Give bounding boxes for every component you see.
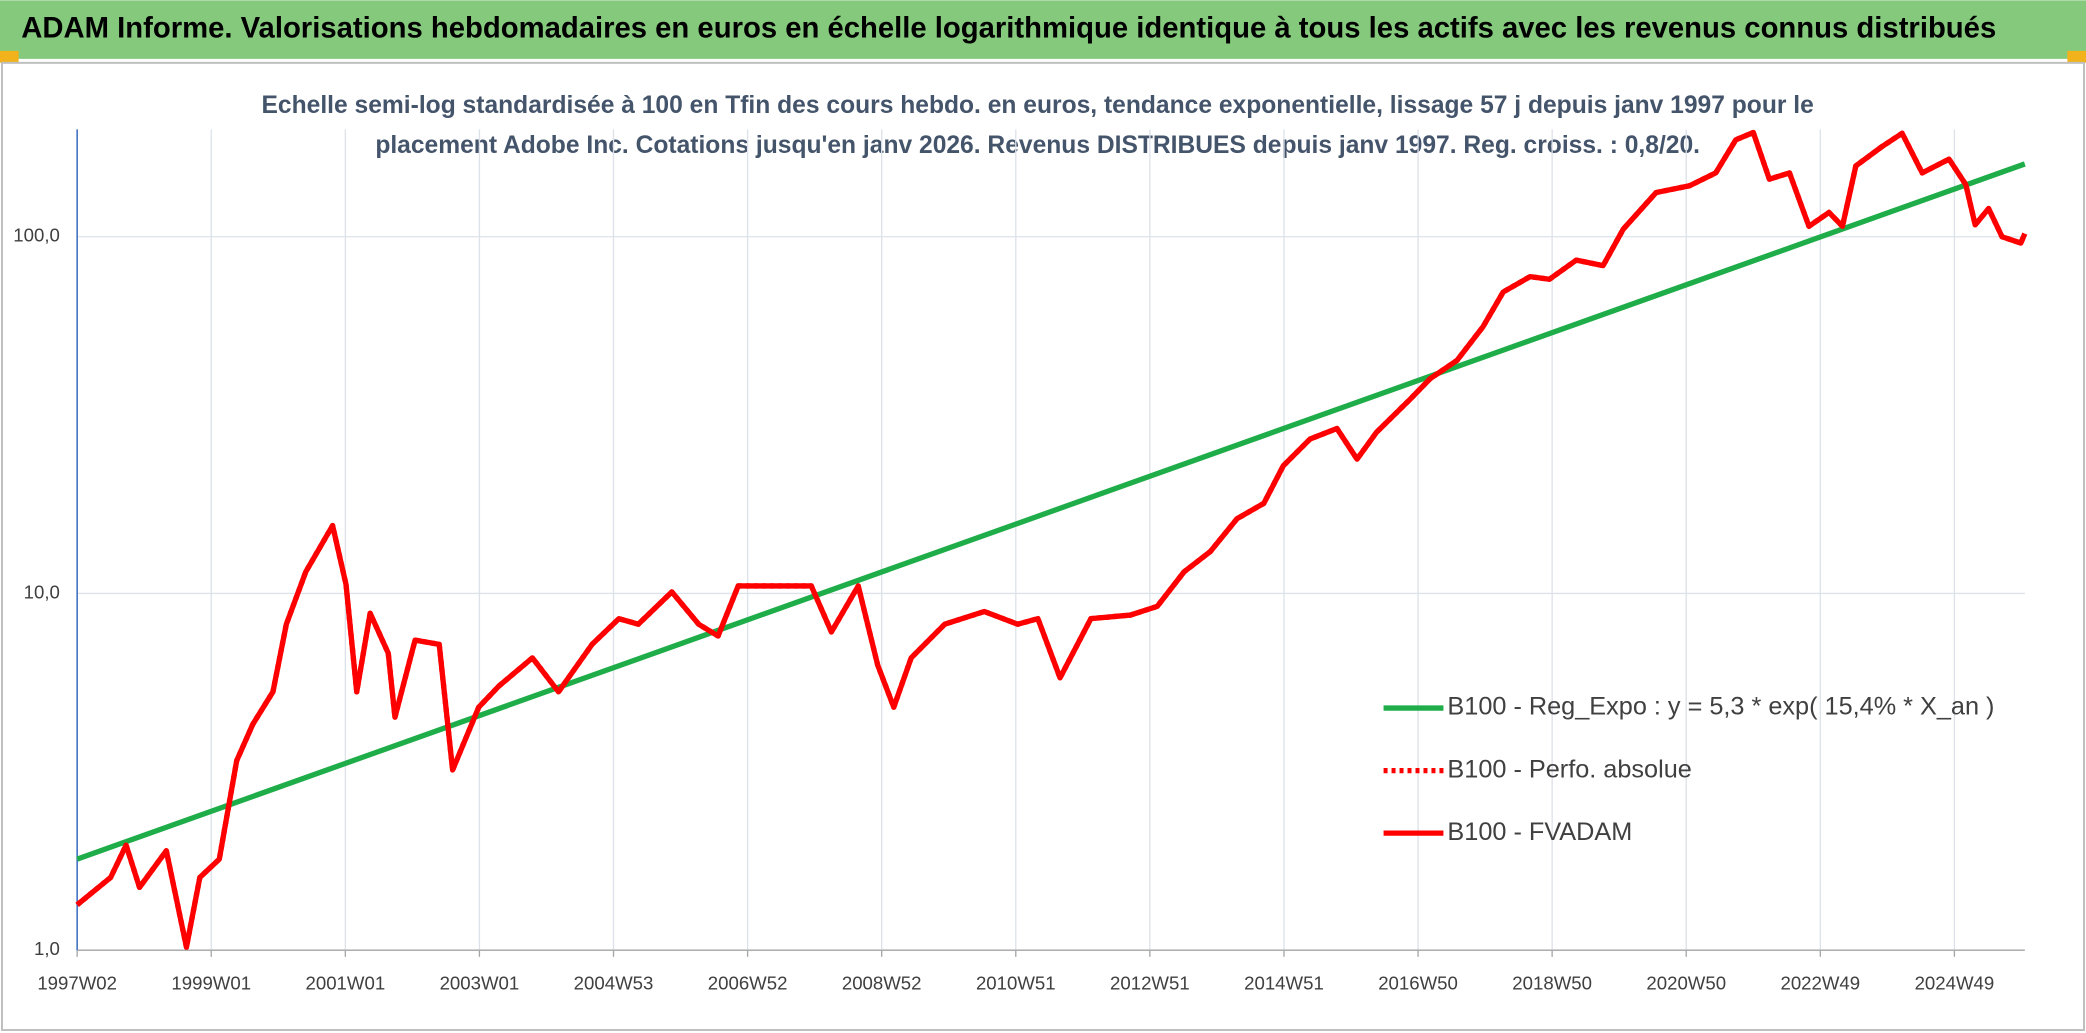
x-tick-label: 2008W52 (842, 973, 922, 994)
page-title: ADAM Informe. Valorisations hebdomadaire… (21, 12, 1996, 44)
x-tick-label: 2003W01 (440, 973, 520, 994)
x-tick-label: 2020W50 (1646, 973, 1726, 994)
corner-marker (0, 50, 19, 63)
x-tick-label: 2022W49 (1780, 973, 1860, 994)
y-tick-label: 1,0 (34, 938, 60, 959)
series-line (75, 129, 2028, 950)
subtitle-line: Echelle semi-log standardisée à 100 en T… (262, 92, 1814, 119)
series-line (76, 161, 2026, 862)
subtitle-line: placement Adobe Inc. Cotations jusqu'en … (375, 132, 1700, 159)
legend-label: B100 - Perfo. absolue (1447, 755, 1691, 783)
x-tick-label: 2014W51 (1244, 973, 1324, 994)
panel-border (0, 61, 2086, 1032)
x-tick-label: 2024W49 (1915, 973, 1995, 994)
x-tick-label: 2012W51 (1110, 973, 1190, 994)
header-bar (0, 0, 2086, 59)
corner-marker (2067, 50, 2086, 63)
x-tick-label: 2010W51 (976, 973, 1056, 994)
x-tick-label: 2006W52 (708, 973, 788, 994)
x-tick-label: 2001W01 (306, 973, 386, 994)
legend-label: B100 - Reg_Expo : y = 5,3 * exp( 15,4% *… (1447, 693, 1994, 721)
x-tick-label: 2016W50 (1378, 973, 1458, 994)
y-tick-label: 10,0 (24, 581, 60, 602)
legend-label: B100 - FVADAM (1447, 818, 1632, 846)
x-tick-label: 2018W50 (1512, 973, 1592, 994)
x-tick-label: 2004W53 (574, 973, 654, 994)
x-tick-label: 1999W01 (171, 973, 251, 994)
x-tick-label: 1997W02 (37, 973, 117, 994)
y-tick-label: 100,0 (13, 225, 60, 246)
